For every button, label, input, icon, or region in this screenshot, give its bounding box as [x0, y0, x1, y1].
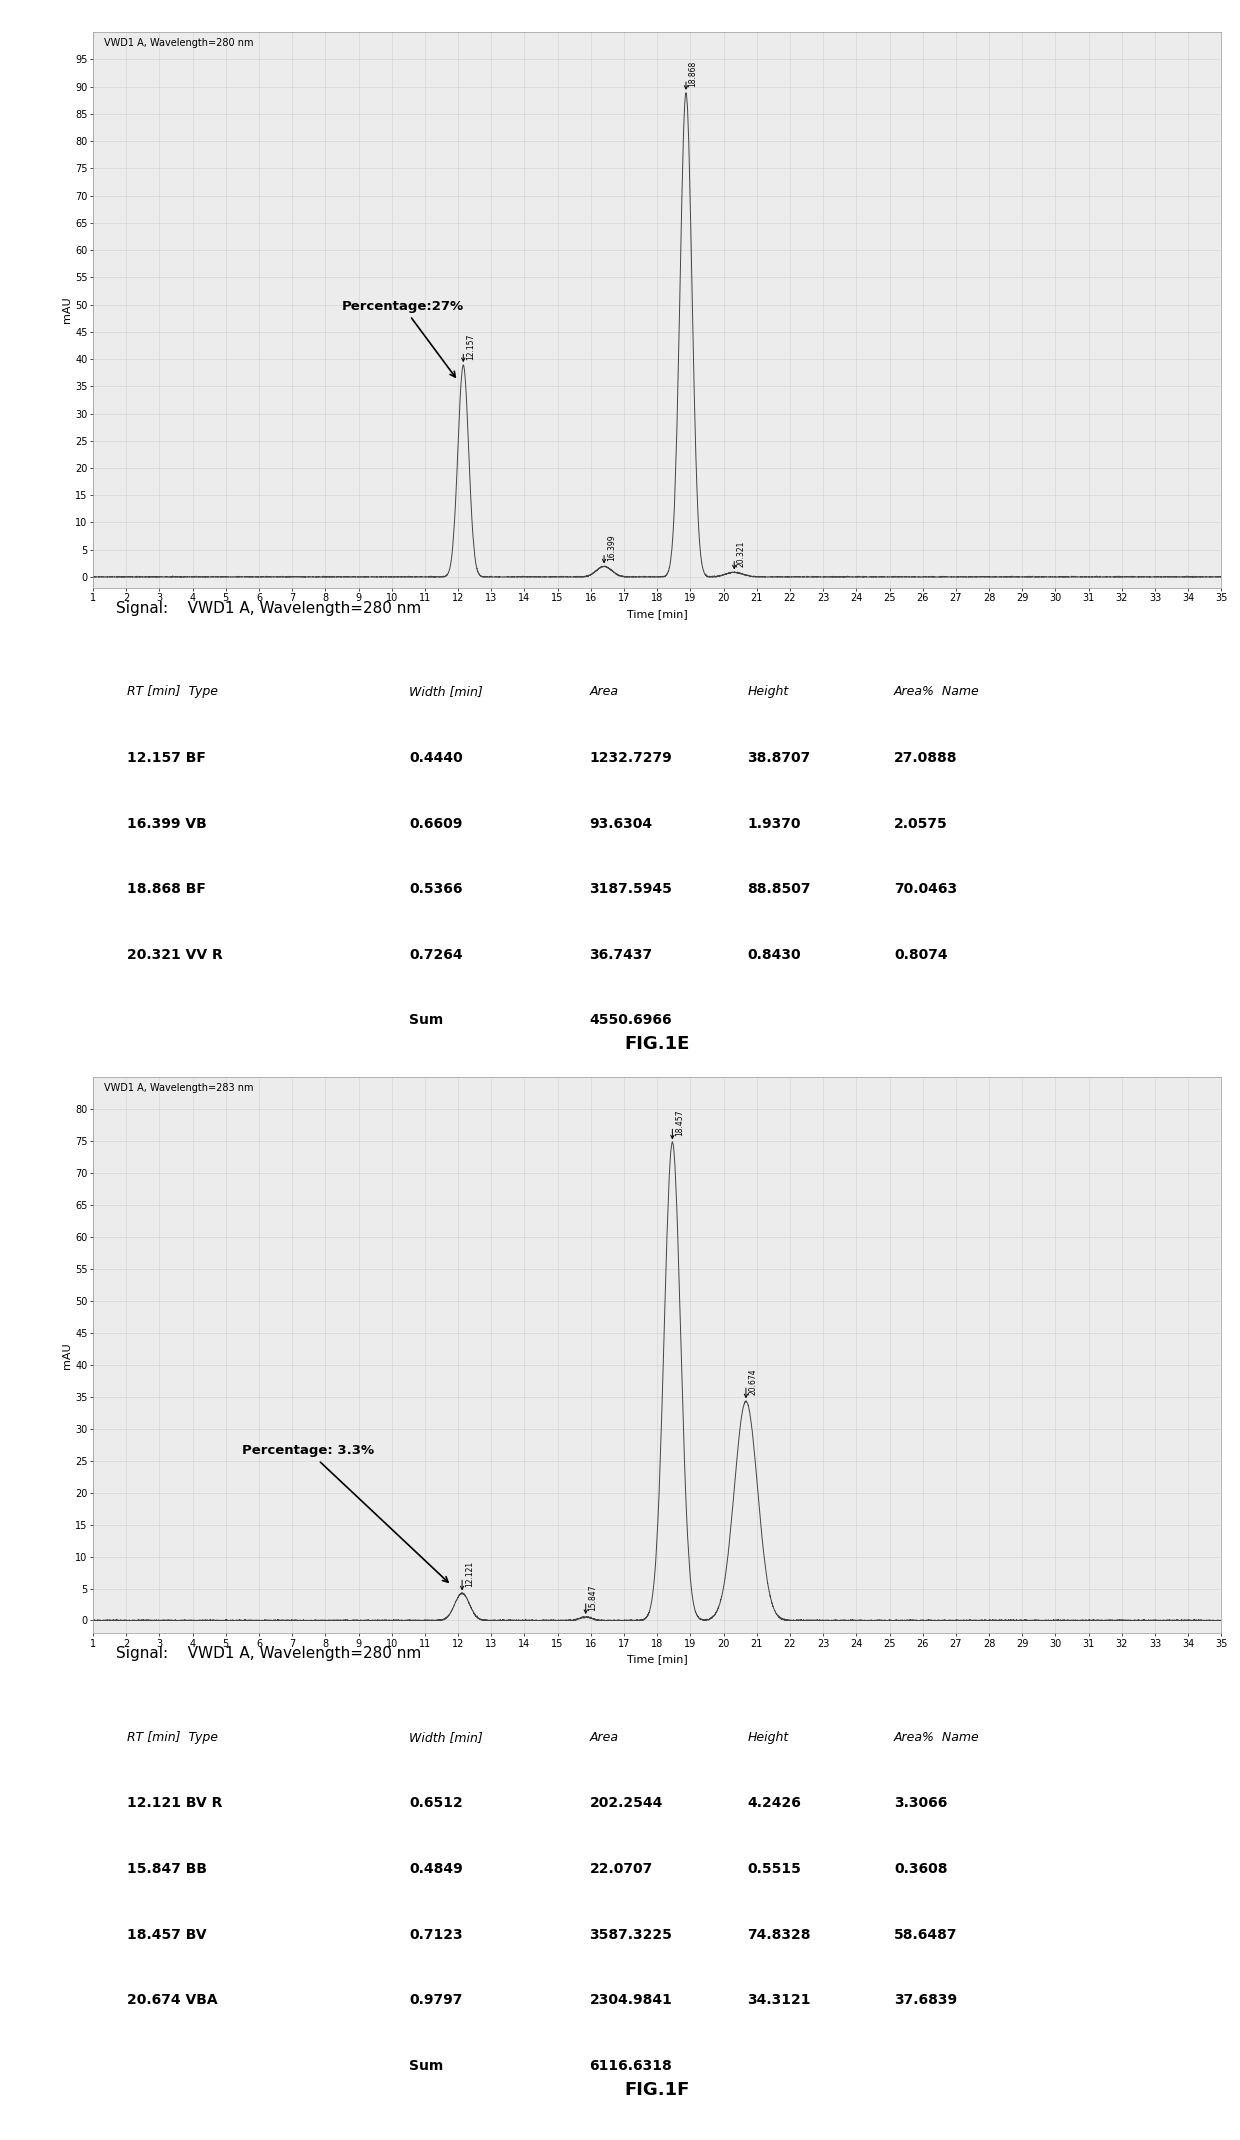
Text: 18.868: 18.868	[688, 62, 698, 88]
Text: 0.4849: 0.4849	[409, 1862, 463, 1877]
Text: 38.8707: 38.8707	[748, 751, 811, 764]
Text: Height: Height	[748, 685, 789, 698]
Text: 20.321: 20.321	[737, 541, 746, 567]
Text: Area%  Name: Area% Name	[894, 1731, 980, 1744]
Text: 18.868 BF: 18.868 BF	[126, 882, 206, 897]
Text: 3.3066: 3.3066	[894, 1795, 947, 1810]
Text: 15.847 BB: 15.847 BB	[126, 1862, 207, 1877]
Text: RT [min]  Type: RT [min] Type	[126, 685, 218, 698]
Text: RT [min]  Type: RT [min] Type	[126, 1731, 218, 1744]
Text: Percentage:27%: Percentage:27%	[342, 300, 464, 377]
Text: Percentage: 3.3%: Percentage: 3.3%	[242, 1444, 448, 1581]
Text: 20.321 VV R: 20.321 VV R	[126, 948, 223, 961]
Text: FIG.1F: FIG.1F	[625, 2080, 689, 2099]
Text: Width [min]: Width [min]	[409, 1731, 482, 1744]
Text: 37.6839: 37.6839	[894, 1992, 957, 2007]
Text: 12.121: 12.121	[465, 1560, 474, 1588]
Text: 88.8507: 88.8507	[748, 882, 811, 897]
Text: 0.6512: 0.6512	[409, 1795, 463, 1810]
Text: 2304.9841: 2304.9841	[589, 1992, 672, 2007]
Text: 27.0888: 27.0888	[894, 751, 957, 764]
Text: 0.9797: 0.9797	[409, 1992, 463, 2007]
Text: 0.3608: 0.3608	[894, 1862, 947, 1877]
Text: 0.5515: 0.5515	[748, 1862, 801, 1877]
Text: 12.157: 12.157	[466, 334, 475, 360]
Text: 70.0463: 70.0463	[894, 882, 957, 897]
Text: 12.121 BV R: 12.121 BV R	[126, 1795, 222, 1810]
Text: Sum: Sum	[409, 2059, 443, 2074]
X-axis label: Time [min]: Time [min]	[627, 610, 687, 618]
Text: 16.399 VB: 16.399 VB	[126, 817, 207, 830]
Text: Signal:    VWD1 A, Wavelength=280 nm: Signal: VWD1 A, Wavelength=280 nm	[115, 1646, 420, 1661]
Text: 36.7437: 36.7437	[589, 948, 652, 961]
Text: 93.6304: 93.6304	[589, 817, 652, 830]
Text: 202.2544: 202.2544	[589, 1795, 663, 1810]
Text: 22.0707: 22.0707	[589, 1862, 652, 1877]
Text: 12.157 BF: 12.157 BF	[126, 751, 206, 764]
Text: Width [min]: Width [min]	[409, 685, 482, 698]
Text: Area: Area	[589, 1731, 619, 1744]
Text: 0.8430: 0.8430	[748, 948, 801, 961]
Text: Signal:    VWD1 A, Wavelength=280 nm: Signal: VWD1 A, Wavelength=280 nm	[115, 601, 420, 616]
Text: 0.7123: 0.7123	[409, 1928, 463, 1941]
Text: 3587.3225: 3587.3225	[589, 1928, 672, 1941]
Text: 0.5366: 0.5366	[409, 882, 463, 897]
Text: 3187.5945: 3187.5945	[589, 882, 672, 897]
Y-axis label: mAU: mAU	[62, 1342, 72, 1370]
Text: 1232.7279: 1232.7279	[589, 751, 672, 764]
Text: 58.6487: 58.6487	[894, 1928, 957, 1941]
Text: 1.9370: 1.9370	[748, 817, 801, 830]
Text: 0.8074: 0.8074	[894, 948, 947, 961]
Text: VWD1 A, Wavelength=280 nm: VWD1 A, Wavelength=280 nm	[104, 39, 254, 47]
Text: Area%  Name: Area% Name	[894, 685, 980, 698]
Text: 20.674 VBA: 20.674 VBA	[126, 1992, 217, 2007]
X-axis label: Time [min]: Time [min]	[627, 1654, 687, 1665]
Text: Sum: Sum	[409, 1014, 443, 1027]
Text: FIG.1E: FIG.1E	[625, 1036, 689, 1053]
Text: 0.4440: 0.4440	[409, 751, 463, 764]
Text: 2.0575: 2.0575	[894, 817, 947, 830]
Text: 4.2426: 4.2426	[748, 1795, 801, 1810]
Text: Height: Height	[748, 1731, 789, 1744]
Text: 16.399: 16.399	[606, 535, 616, 561]
Y-axis label: mAU: mAU	[62, 297, 72, 323]
Text: 4550.6966: 4550.6966	[589, 1014, 672, 1027]
Text: 74.8328: 74.8328	[748, 1928, 811, 1941]
Text: 6116.6318: 6116.6318	[589, 2059, 672, 2074]
Text: VWD1 A, Wavelength=283 nm: VWD1 A, Wavelength=283 nm	[104, 1083, 254, 1094]
Text: 15.847: 15.847	[589, 1584, 598, 1611]
Text: Area: Area	[589, 685, 619, 698]
Text: 18.457 BV: 18.457 BV	[126, 1928, 207, 1941]
Text: 18.457: 18.457	[675, 1109, 684, 1136]
Text: 0.6609: 0.6609	[409, 817, 463, 830]
Text: 34.3121: 34.3121	[748, 1992, 811, 2007]
Text: 0.7264: 0.7264	[409, 948, 463, 961]
Text: 20.674: 20.674	[749, 1367, 758, 1395]
